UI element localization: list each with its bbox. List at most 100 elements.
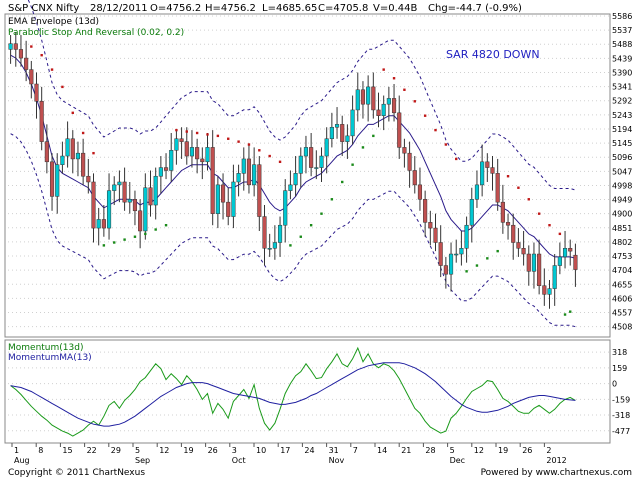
candle-body [557,256,562,266]
sar-dot [164,224,168,227]
ema-line [10,54,576,259]
sar-dot [444,143,448,146]
sar-dot [423,114,427,117]
candle-body [314,167,319,169]
sar-dot [434,128,437,132]
candle-body [309,147,314,168]
candle-body [70,138,75,160]
candle-body [516,242,521,249]
candle-body [179,138,184,142]
sar-dot [227,137,230,140]
quote-low: L=4685.65 [262,3,317,14]
sar-dot [299,235,302,238]
x-day-label: 1 [14,446,19,455]
sar-dot [537,212,541,215]
x-month-label: Dec [450,456,465,465]
footer: Copyright © 2011 ChartNexus Powered by w… [8,468,632,478]
momentum-y-axis: 318 159 0 -159 -318 -477 [612,348,630,436]
candle-body [55,164,60,197]
candle-body [8,43,13,50]
candle-body [355,89,360,111]
candle-body [91,181,96,229]
x-month-label: Nov [329,456,345,465]
candle-body [13,43,18,50]
copyright-text: Copyright © 2011 ChartNexus [8,468,145,478]
price-tick-label: 4655 [612,280,632,289]
candle-body [49,161,55,197]
candle-body [412,170,417,186]
price-tick-label: 5341 [612,83,632,92]
candle-body [241,158,246,174]
quote-volume: V=0.44B [373,3,417,14]
candle-body [547,288,552,295]
candle-body [428,222,433,229]
candle-body [18,49,24,59]
candle-body [345,135,350,142]
price-y-axis: 5586 5537 5488 5439 5390 5341 5292 5243 5194 5145… [612,12,632,332]
sar-dot [455,157,458,161]
candle-body [215,184,220,214]
x-day-label: 22 [87,446,97,455]
candle-body [552,265,557,289]
candle-body [158,167,163,177]
candle-body [112,184,117,191]
candle-body [34,83,39,102]
candle-body [75,152,81,160]
sar-dot [569,310,572,313]
candle-body [153,175,158,206]
candle-body [340,124,345,142]
candle-body [573,254,578,270]
sar-dot [237,140,240,143]
candle-body [127,199,132,203]
quote-open: O=4756.2 [150,3,201,14]
candle-body [319,155,324,168]
sar-dot [61,85,64,89]
legend-momentum-ma: MomentumMA(13) [8,353,92,363]
candle-body [293,173,298,186]
candle-body [236,173,241,183]
price-tick-label: 5047 [612,167,632,176]
sar-dot [206,133,209,136]
x-day-label: 19 [183,446,193,455]
candle-body [283,190,288,226]
candle-body [195,147,200,160]
x-day-label: 12 [474,446,484,455]
candle-body [81,152,86,177]
sar-dot [81,131,85,135]
x-day-label: 5 [135,446,140,455]
sar-dot [102,244,106,247]
sar-dot [320,212,323,215]
sar-dot [278,160,282,164]
candle-body [459,248,464,255]
momentum-tick-label: 159 [612,364,627,373]
sar-dot [413,100,416,103]
candle-body [29,69,34,85]
ema-envelope [10,0,576,328]
sar-dots [30,45,572,316]
sar-dot [30,45,33,48]
sar-dot [50,68,54,71]
candle-body [386,98,391,105]
candle-body [454,253,459,256]
candle-body [366,86,371,105]
candle-body [205,147,210,163]
candle-body [143,187,148,232]
sar-dot [123,238,126,241]
price-tick-label: 5194 [612,125,632,134]
candle-body [163,167,169,171]
candlesticks [8,32,578,309]
candle-body [101,219,106,229]
candle-body [226,201,231,217]
sar-dot [475,264,479,267]
candle-body [350,109,355,137]
sar-dot [133,235,137,238]
sar-dot [486,257,489,260]
quote-date: 28/12/2011 [90,3,148,14]
candle-body [495,173,500,203]
sar-dot [392,77,396,80]
sar-dot [185,130,188,133]
candle-body [138,210,143,232]
sar-dot [563,313,567,316]
momentum-line [10,346,576,437]
sar-dot [195,131,199,135]
